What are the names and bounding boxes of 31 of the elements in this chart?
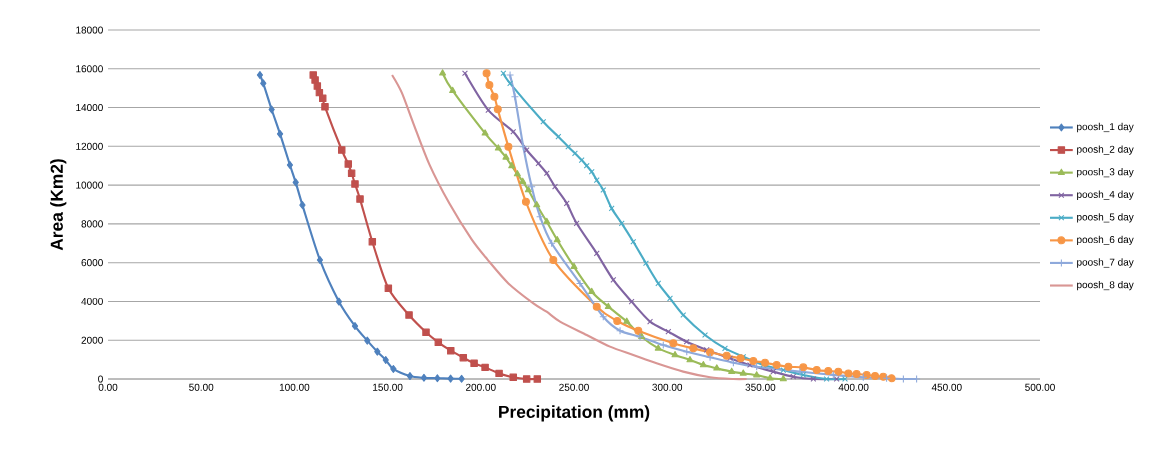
x-tick-label: 350.00 — [745, 383, 776, 391]
y-tick-label: 6000 — [81, 259, 103, 267]
legend-label: poosh_3 day — [1077, 168, 1134, 178]
y-tick-label: 18000 — [76, 26, 103, 34]
y-tick-label: 14000 — [76, 104, 103, 112]
legend-label: poosh_5 day — [1077, 213, 1134, 223]
legend-label: poosh_8 day — [1077, 280, 1134, 291]
x-tick-label: 450.00 — [931, 383, 962, 391]
y-tick-label: 0 — [98, 375, 103, 383]
y-axis-title: Area (Km2) — [50, 159, 67, 251]
legend-label: poosh_2 day — [1077, 145, 1134, 155]
legend-label: poosh_4 day — [1077, 190, 1134, 200]
x-tick-label: 100.00 — [279, 383, 310, 391]
x-tick-label: 400.00 — [838, 383, 869, 391]
legend-label: poosh_6 day — [1077, 235, 1134, 246]
y-tick-label: 10000 — [76, 181, 103, 189]
x-tick-label: 250.00 — [559, 383, 589, 391]
legend-label: poosh_1 day — [1077, 122, 1134, 133]
y-tick-label: 4000 — [81, 297, 103, 305]
legend-label: poosh_7 day — [1077, 258, 1134, 268]
y-tick-label: 8000 — [81, 220, 103, 228]
y-tick-label: 2000 — [81, 336, 103, 344]
x-tick-label: 50.00 — [189, 383, 214, 391]
y-tick-label: 16000 — [76, 65, 103, 73]
x-tick-label: 150.00 — [373, 383, 403, 391]
x-axis-title: Precipitation (mm) — [499, 405, 650, 422]
x-tick-label: 300.00 — [652, 383, 683, 391]
x-tick-label: 200.00 — [466, 383, 496, 391]
x-tick-label: 500.00 — [1025, 383, 1055, 391]
y-tick-label: 12000 — [76, 142, 103, 150]
x-tick-label: 0.00 — [98, 383, 118, 391]
